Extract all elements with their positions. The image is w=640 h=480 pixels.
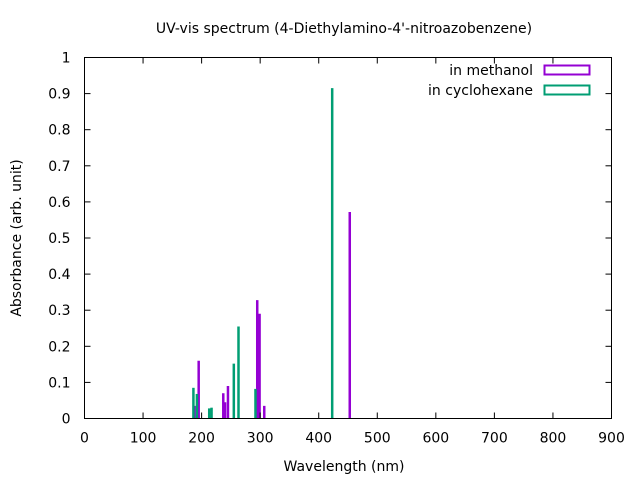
x-tick-label-4: 400 [305, 431, 332, 447]
bars-layer [192, 88, 352, 419]
legend-label-methanol: in methanol [449, 63, 533, 79]
y-tick-label-2: 0.2 [48, 339, 70, 355]
y-tick-label-5: 0.5 [48, 231, 70, 247]
ticks-layer: 0 100 200 300 400 500 600 700 800 900 0 0.1 0.2 0.3 0.… [48, 51, 625, 447]
plot-frame [84, 57, 612, 419]
x-tick-label-7: 700 [481, 431, 508, 447]
chart-title: UV-vis spectrum (4-Diethylamino-4'-nitro… [156, 21, 532, 37]
y-tick-label-0: 0 [62, 412, 71, 428]
y-tick-label-10: 1 [62, 51, 71, 67]
x-tick-label-6: 600 [422, 431, 449, 447]
y-tick-label-6: 0.6 [48, 195, 70, 211]
y-tick-label-8: 0.8 [48, 123, 70, 139]
y-tick-label-3: 0.3 [48, 303, 70, 319]
y-tick-label-4: 0.4 [48, 267, 70, 283]
y-tick-label-9: 0.9 [48, 87, 70, 103]
y-axis-label: Absorbance (arb. unit) [9, 159, 25, 316]
legend-swatch-cyclohexane [543, 84, 591, 96]
x-tick-label-2: 200 [188, 431, 215, 447]
x-tick-label-5: 500 [364, 431, 391, 447]
x-axis-label: Wavelength (nm) [284, 459, 405, 475]
legend: in methanol in cyclohexane [428, 63, 591, 99]
x-tick-label-0: 0 [80, 431, 89, 447]
legend-label-cyclohexane: in cyclohexane [428, 83, 533, 99]
y-tick-label-7: 0.7 [48, 159, 70, 175]
x-tick-label-8: 800 [540, 431, 567, 447]
y-tick-label-1: 0.1 [48, 375, 70, 391]
x-tick-label-1: 100 [130, 431, 157, 447]
legend-swatch-methanol [543, 64, 591, 76]
x-tick-label-9: 900 [598, 431, 625, 447]
x-tick-label-3: 300 [247, 431, 274, 447]
